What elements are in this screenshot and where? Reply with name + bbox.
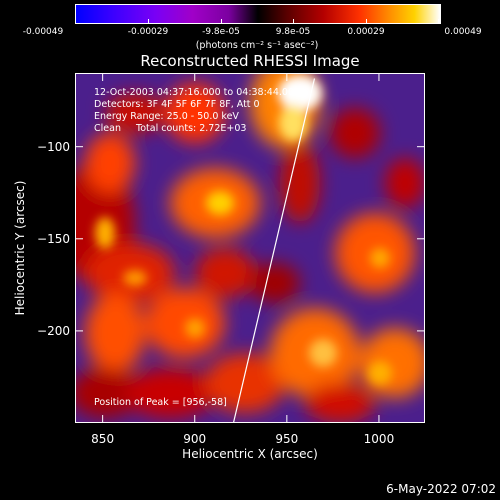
colorbar-tick-label: -0.00049 <box>22 27 64 37</box>
peak-position-label: Position of Peak = [956,-58] <box>94 397 227 408</box>
x-tick-label: 900 <box>183 432 207 446</box>
emission-blob <box>250 263 300 303</box>
emission-blob <box>85 133 135 193</box>
heatmap-emission-cores <box>95 75 392 385</box>
colorbar-tickmark <box>293 19 294 24</box>
info-time-range: 12-Oct-2003 04:37:16.000 to 04:38:44.000 <box>94 87 301 98</box>
colorbar-tickmark <box>148 19 149 24</box>
emission-blob <box>330 108 380 158</box>
solar-limb-line <box>232 78 316 423</box>
datestamp: 6-May-2022 07:02 <box>386 482 496 496</box>
emission-core <box>95 217 115 249</box>
info-detectors: Detectors: 3F 4F 5F 6F 7F 8F, Att 0 <box>94 99 260 110</box>
axis-ticks <box>75 73 425 423</box>
y-tick-label: −200 <box>37 323 70 338</box>
emission-blob <box>205 353 285 413</box>
emission-blob <box>145 288 225 358</box>
emission-core <box>123 270 147 286</box>
colorbar-tick-label: 9.8e-05 <box>275 27 311 37</box>
emission-blob <box>85 293 145 373</box>
emission-core <box>278 75 322 111</box>
colorbar-tick-label: -0.00029 <box>127 27 169 37</box>
x-tick-label: 950 <box>275 432 299 446</box>
y-tick-label: −100 <box>37 139 70 154</box>
emission-core <box>279 105 307 141</box>
colorbar-tickmark <box>221 19 222 24</box>
emission-blob <box>165 83 225 143</box>
colorbar <box>75 4 441 24</box>
emission-blob <box>75 368 140 418</box>
emission-core <box>309 339 337 367</box>
colorbar-tick-label: 0.00049 <box>444 27 482 37</box>
emission-core <box>185 318 205 338</box>
heatmap-plot-area <box>75 73 425 423</box>
x-tick-label: 1000 <box>363 432 395 446</box>
colorbar-tickmark <box>438 19 439 24</box>
colorbar-tickmark <box>366 19 367 24</box>
info-energy-range: Energy Range: 25.0 - 50.0 keV <box>94 111 239 122</box>
emission-blob <box>280 143 320 223</box>
y-axis-label: Heliocentric Y (arcsec) <box>13 180 27 316</box>
info-clean-counts: Clean Total counts: 2.72E+03 <box>94 123 247 134</box>
emission-blob <box>125 368 215 418</box>
colorbar-tick-label: -9.8e-05 <box>202 27 240 37</box>
colorbar-units: (photons cm⁻² s⁻¹ asec⁻²) <box>195 40 319 51</box>
y-tick-label: −150 <box>37 231 70 246</box>
chart-title: Reconstructed RHESSI Image <box>140 52 360 70</box>
emission-core <box>368 361 392 385</box>
emission-blob <box>385 158 425 208</box>
emission-core <box>206 191 234 215</box>
colorbar-tickmark <box>75 19 76 24</box>
plot-frame <box>75 73 425 423</box>
emission-blob <box>305 383 375 423</box>
emission-blob <box>195 248 255 298</box>
colorbar-tick-label: 0.00029 <box>347 27 385 37</box>
emission-blob <box>105 93 165 133</box>
x-tick-label: 850 <box>91 432 115 446</box>
emission-core <box>370 248 390 268</box>
x-axis-label: Heliocentric X (arcsec) <box>182 447 318 461</box>
